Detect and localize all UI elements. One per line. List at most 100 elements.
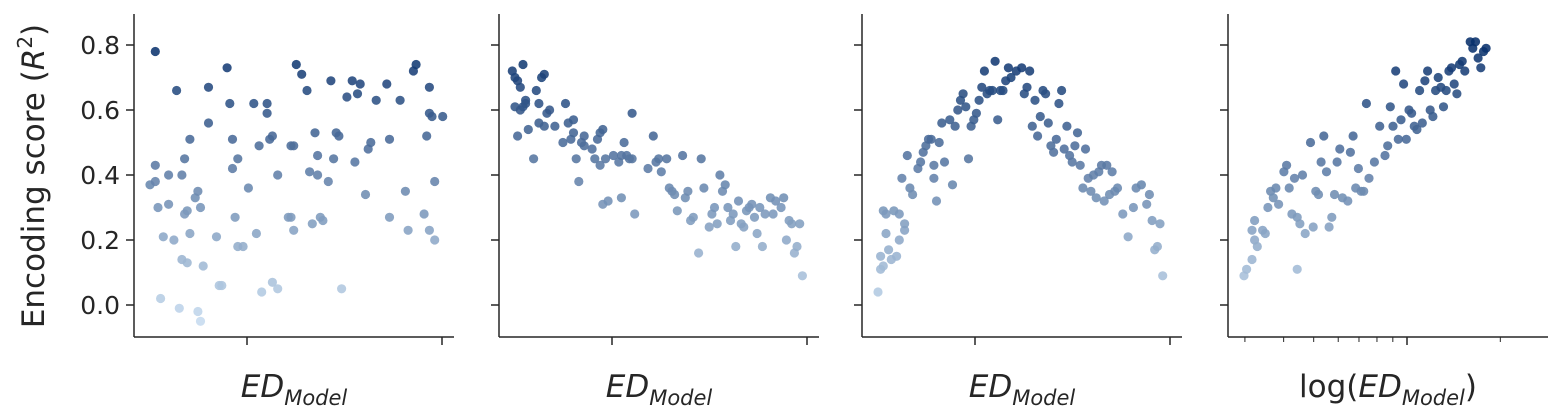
- data-point: [929, 173, 939, 183]
- data-point: [1067, 157, 1077, 167]
- data-point: [337, 284, 347, 294]
- data-point: [1158, 271, 1168, 281]
- data-point: [1091, 193, 1101, 203]
- data-point: [273, 170, 283, 180]
- data-point: [1415, 85, 1425, 96]
- data-point: [1446, 63, 1457, 73]
- data-point: [731, 241, 741, 252]
- data-point: [616, 193, 627, 203]
- data-point: [1152, 241, 1162, 252]
- data-point: [993, 115, 1003, 125]
- y-tick-label: 0.6: [80, 96, 120, 125]
- data-point: [654, 154, 664, 164]
- data-point: [953, 105, 963, 115]
- x-axis-label: EDModel: [969, 369, 1076, 410]
- data-point: [150, 160, 160, 170]
- data-point: [313, 150, 323, 161]
- data-point: [931, 196, 942, 206]
- data-point: [1043, 118, 1053, 128]
- data-point: [1380, 150, 1390, 161]
- data-point: [630, 209, 640, 219]
- data-point: [1313, 189, 1324, 200]
- data-point: [1289, 173, 1300, 183]
- data-point: [427, 111, 437, 122]
- data-point: [305, 167, 315, 177]
- data-point: [243, 183, 253, 193]
- data-point: [595, 160, 605, 170]
- data-point: [518, 59, 528, 70]
- data-point: [180, 209, 190, 219]
- data-point: [424, 82, 434, 92]
- data-point: [600, 154, 611, 164]
- data-point: [1107, 167, 1117, 177]
- data-point: [366, 137, 376, 148]
- data-point: [1260, 228, 1270, 239]
- data-point: [937, 118, 947, 128]
- data-point: [1383, 141, 1393, 151]
- data-point: [523, 124, 533, 135]
- data-point: [683, 186, 693, 196]
- data-point: [531, 85, 541, 96]
- panel-4: log(EDModel): [1220, 14, 1548, 410]
- data-point: [310, 128, 320, 138]
- data-point: [1118, 209, 1128, 219]
- x-axis-label: log(EDModel): [1299, 369, 1477, 410]
- data-point: [1470, 37, 1481, 47]
- data-point: [579, 131, 589, 141]
- data-point: [422, 131, 432, 141]
- data-point: [715, 170, 725, 180]
- data-point: [203, 82, 214, 92]
- data-point: [360, 189, 371, 200]
- data-point: [1401, 134, 1411, 144]
- data-point: [1329, 189, 1340, 200]
- panel-3: EDModel: [854, 14, 1182, 410]
- data-point: [1025, 66, 1035, 76]
- data-point: [307, 219, 317, 229]
- data-point: [1295, 219, 1305, 229]
- y-axis-label: Encoding score (R2): [13, 24, 52, 328]
- data-point: [1142, 199, 1152, 209]
- data-point: [1080, 144, 1091, 154]
- data-point: [1078, 183, 1088, 193]
- data-point: [185, 134, 195, 144]
- data-point: [627, 154, 637, 164]
- data-point: [529, 154, 539, 164]
- data-point: [598, 124, 608, 135]
- data-point: [1375, 121, 1385, 131]
- data-point: [926, 134, 936, 144]
- data-point: [424, 225, 434, 235]
- data-point: [1041, 89, 1051, 99]
- data-point: [900, 219, 910, 229]
- data-point: [1388, 121, 1398, 131]
- data-point: [550, 121, 560, 131]
- data-point: [297, 69, 307, 79]
- data-point: [1417, 118, 1427, 128]
- data-point: [1242, 264, 1252, 274]
- data-point: [1399, 79, 1409, 89]
- data-point: [347, 76, 357, 86]
- data-point: [963, 154, 974, 164]
- data-point: [728, 209, 738, 219]
- panel-1: 0.0 0.2 0.4 0.6 0.8 EDModel: [80, 14, 454, 410]
- data-point: [1345, 147, 1355, 157]
- data-point: [318, 215, 328, 226]
- data-point: [1481, 43, 1491, 53]
- data-point: [894, 209, 904, 219]
- data-point: [1086, 186, 1096, 196]
- data-point: [1324, 222, 1334, 232]
- data-point: [1460, 66, 1470, 76]
- data-point: [643, 163, 653, 174]
- data-point: [545, 105, 555, 115]
- data-point: [180, 154, 190, 164]
- data-point: [1423, 66, 1433, 76]
- data-point: [771, 196, 781, 206]
- data-point: [945, 115, 955, 125]
- data-point: [760, 209, 770, 219]
- data-point: [1054, 98, 1064, 109]
- data-point: [892, 251, 902, 261]
- data-point: [238, 241, 248, 252]
- data-point: [1473, 53, 1483, 63]
- data-point: [193, 306, 203, 317]
- data-point: [881, 228, 891, 239]
- data-point: [1250, 215, 1260, 226]
